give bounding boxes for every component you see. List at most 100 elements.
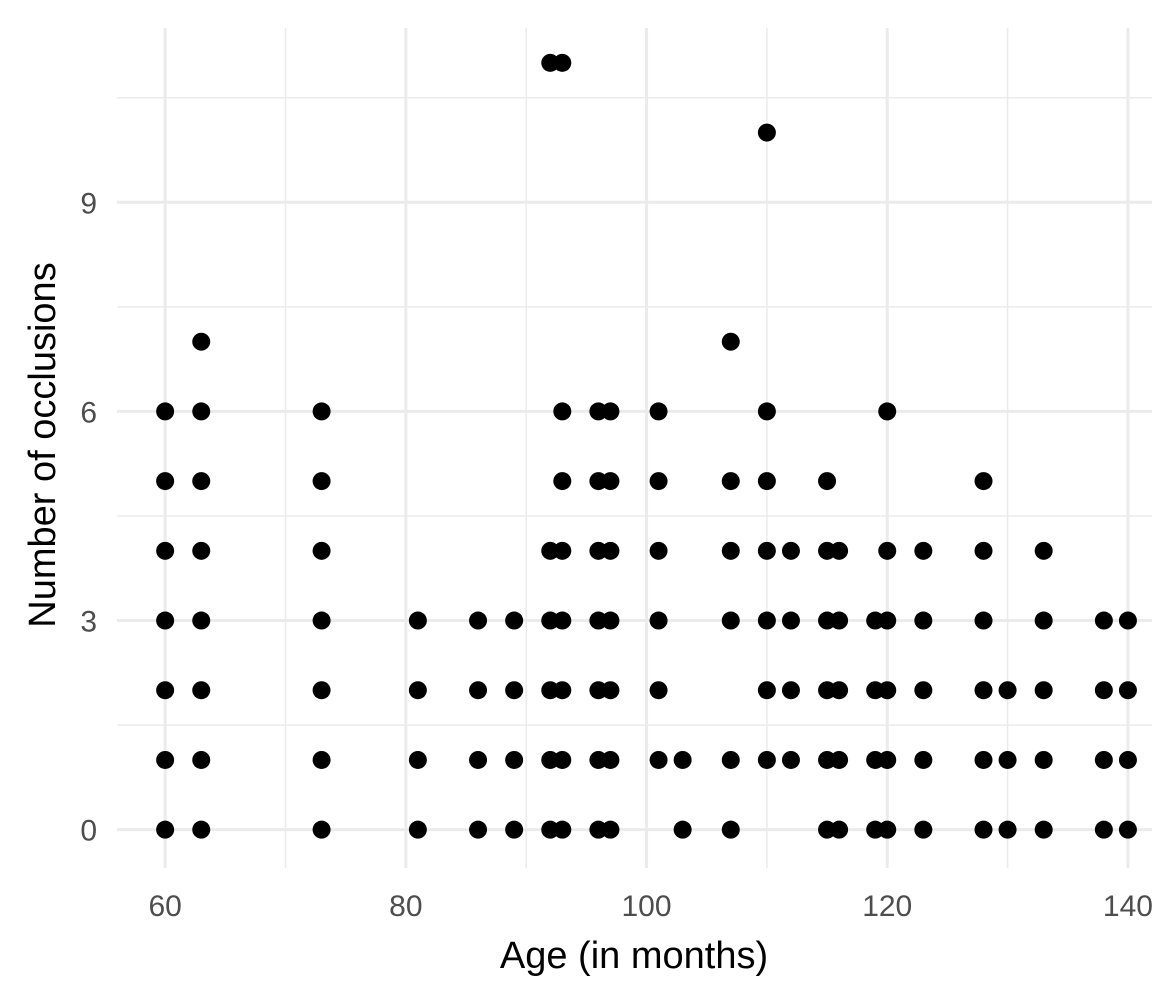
data-point [469, 750, 488, 769]
x-tick-label: 120 [862, 890, 912, 923]
data-point [878, 402, 897, 421]
data-point [312, 611, 331, 630]
data-point [553, 472, 572, 491]
data-point [601, 611, 620, 630]
data-point [914, 820, 933, 839]
data-point [553, 820, 572, 839]
data-point [757, 402, 776, 421]
data-point [721, 750, 740, 769]
data-point [1118, 611, 1137, 630]
data-point [156, 402, 175, 421]
data-point [601, 820, 620, 839]
data-point [974, 750, 993, 769]
data-point [1118, 750, 1137, 769]
y-tick-label: 0 [80, 815, 97, 848]
data-point [878, 750, 897, 769]
data-point [553, 611, 572, 630]
data-point [312, 681, 331, 700]
data-point [998, 681, 1017, 700]
data-point [830, 820, 849, 839]
data-point [601, 472, 620, 491]
data-point [1034, 611, 1053, 630]
data-point [553, 402, 572, 421]
data-point [974, 681, 993, 700]
data-point [553, 681, 572, 700]
data-point [781, 681, 800, 700]
data-point [830, 611, 849, 630]
y-tick-label: 6 [80, 396, 97, 429]
data-point [192, 820, 211, 839]
data-point [914, 681, 933, 700]
data-point [757, 472, 776, 491]
data-point [192, 611, 211, 630]
data-point [312, 820, 331, 839]
data-point [1094, 750, 1113, 769]
data-point [156, 750, 175, 769]
data-point [878, 820, 897, 839]
tick-labels: 60 80 100 120 140 0 3 6 9 [80, 187, 1153, 923]
data-point [1094, 681, 1113, 700]
data-point [974, 541, 993, 560]
data-point [649, 681, 668, 700]
data-point [1034, 820, 1053, 839]
data-point [649, 541, 668, 560]
data-point [312, 750, 331, 769]
x-axis-title: Age (in months) [500, 935, 768, 977]
data-point [192, 472, 211, 491]
data-point [192, 332, 211, 351]
data-point [914, 611, 933, 630]
data-point [192, 750, 211, 769]
data-point [601, 541, 620, 560]
data-point [830, 541, 849, 560]
data-point [192, 541, 211, 560]
data-point [757, 611, 776, 630]
data-point [156, 681, 175, 700]
data-point [673, 820, 692, 839]
data-point [757, 681, 776, 700]
data-point [553, 750, 572, 769]
data-point [553, 53, 572, 72]
data-point [649, 750, 668, 769]
y-tick-label: 9 [80, 187, 97, 220]
data-point [830, 681, 849, 700]
data-point [757, 750, 776, 769]
data-point [408, 750, 427, 769]
data-point [192, 402, 211, 421]
data-point [156, 541, 175, 560]
data-point [998, 820, 1017, 839]
data-point [914, 541, 933, 560]
data-point [757, 123, 776, 142]
grid [117, 28, 1152, 868]
data-point [878, 681, 897, 700]
x-tick-label: 100 [622, 890, 672, 923]
data-point [781, 611, 800, 630]
y-axis-title: Number of occlusions [22, 262, 64, 627]
data-point [649, 402, 668, 421]
data-point [914, 750, 933, 769]
data-point [998, 750, 1017, 769]
data-point [505, 611, 524, 630]
data-point [878, 541, 897, 560]
data-point [1118, 681, 1137, 700]
data-point [1094, 820, 1113, 839]
x-tick-label: 80 [389, 890, 422, 923]
data-point [781, 541, 800, 560]
data-point [673, 750, 692, 769]
y-tick-label: 3 [80, 606, 97, 639]
data-point [601, 681, 620, 700]
data-point [156, 820, 175, 839]
data-point [757, 541, 776, 560]
data-point [1094, 611, 1113, 630]
data-point [505, 820, 524, 839]
data-point [1118, 820, 1137, 839]
data-point [721, 820, 740, 839]
data-point [156, 472, 175, 491]
data-point [312, 541, 331, 560]
data-point [408, 611, 427, 630]
data-point [312, 402, 331, 421]
data-point [408, 820, 427, 839]
data-point [469, 681, 488, 700]
data-point [649, 472, 668, 491]
